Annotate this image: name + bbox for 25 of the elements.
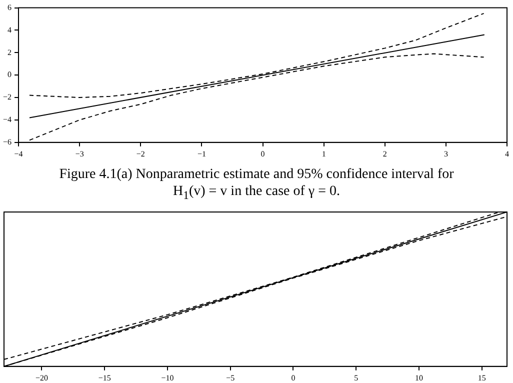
x-tick-label: 2 <box>382 149 387 158</box>
caption: Figure 4.1(a) Nonparametric estimate and 95% confidence interval for H$_{1}$(v) = v in the case of γ = 0. <box>58 166 455 204</box>
x-tick-label: −2 <box>136 149 145 158</box>
x-tick-label: −15 <box>98 373 111 382</box>
x-tick-label: 10 <box>414 373 423 382</box>
y-tick-label: 0 <box>8 70 12 80</box>
x-tick-label: 0 <box>260 149 265 158</box>
x-tick-label: 1 <box>322 149 326 158</box>
y-tick-label: 4 <box>8 25 12 34</box>
y-tick-label: −6 <box>2 137 12 146</box>
x-tick-label: 5 <box>354 373 358 382</box>
x-tick-label: 0 <box>291 373 296 382</box>
x-tick-label: −10 <box>161 373 174 382</box>
x-tick-label: −5 <box>226 373 235 382</box>
y-tick-label: 2 <box>8 48 12 57</box>
y-tick-label: −2 <box>2 92 12 102</box>
x-tick-label: −20 <box>35 373 48 382</box>
x-tick-label: −3 <box>75 149 84 158</box>
x-tick-label: 15 <box>478 373 486 382</box>
x-tick-label: 3 <box>444 149 448 158</box>
x-tick-label: −1 <box>197 149 206 158</box>
x-tick-label: −4 <box>14 149 23 158</box>
y-tick-label: 6 <box>8 2 12 12</box>
x-tick-label: 4 <box>505 149 509 158</box>
y-tick-label: −4 <box>2 115 12 124</box>
